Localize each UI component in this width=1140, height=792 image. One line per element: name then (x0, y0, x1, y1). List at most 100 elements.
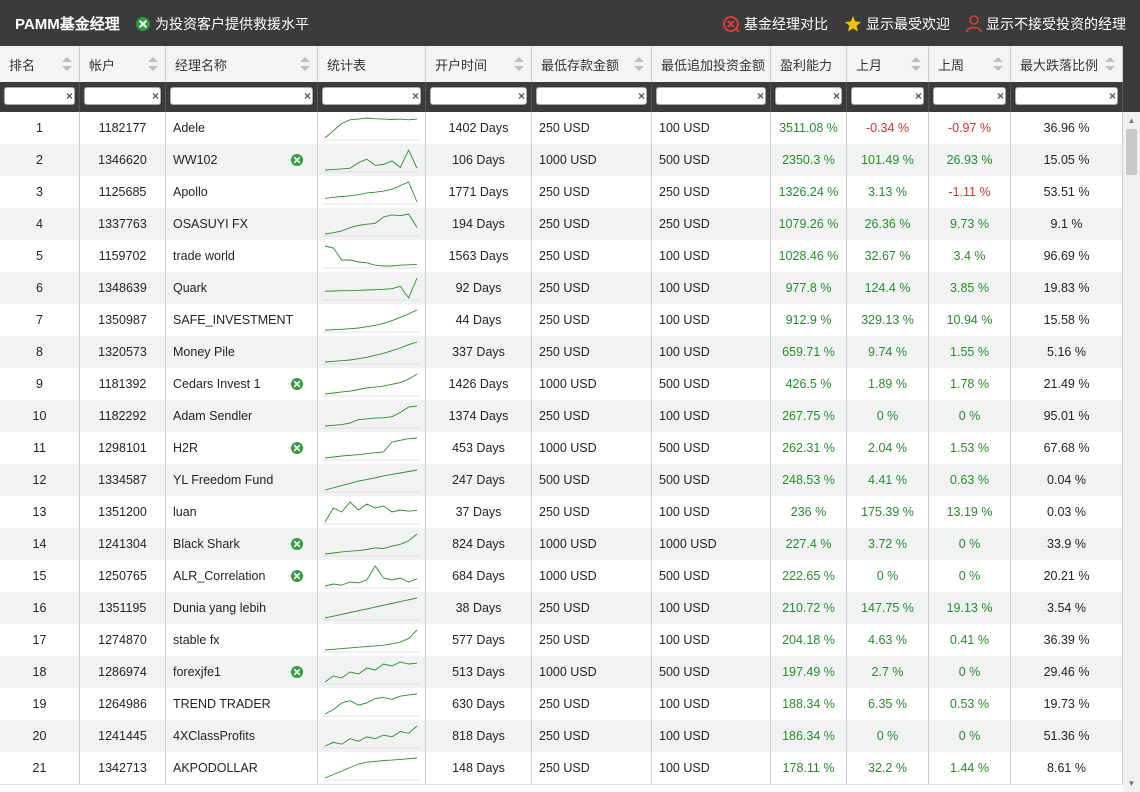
cell-chart[interactable] (318, 560, 426, 592)
column-header-max_drawdown[interactable]: 最大跌落比例 (1011, 46, 1123, 82)
table-row[interactable]: 10 1182292 Adam Sendler 1374 Days 250 USD 100… (0, 400, 1123, 433)
cell-name[interactable]: Quark (166, 272, 318, 304)
column-header-min_deposit[interactable]: 最低存款金额 (532, 46, 652, 82)
cell-chart[interactable] (318, 208, 426, 240)
cell-name[interactable]: Cedars Invest 1 (166, 368, 318, 400)
sort-arrows-icon[interactable] (634, 55, 644, 73)
cell-chart[interactable] (318, 496, 426, 528)
column-header-chart[interactable]: 统计表 (318, 46, 426, 82)
cell-name[interactable]: SAFE_INVESTMENT (166, 304, 318, 336)
table-row[interactable]: 4 1337763 OSASUYI FX 194 Days 250 USD 250 USD… (0, 208, 1123, 241)
cell-chart[interactable] (318, 368, 426, 400)
clear-filter-icon[interactable]: × (151, 89, 159, 103)
cell-name[interactable]: Apollo (166, 176, 318, 208)
scroll-down-arrow-icon[interactable]: ▼ (1127, 779, 1136, 788)
cell-name[interactable]: luan (166, 496, 318, 528)
show-popular-button[interactable]: 显示最受欢迎 (844, 14, 950, 34)
cell-chart[interactable] (318, 400, 426, 432)
cell-chart[interactable] (318, 304, 426, 336)
table-row[interactable]: 1 1182177 Adele 1402 Days 250 USD 100 USD 3511… (0, 112, 1123, 145)
filter-input-profit[interactable] (775, 87, 842, 105)
filter-input-min_add[interactable] (656, 87, 766, 105)
cell-chart[interactable] (318, 528, 426, 560)
cell-name[interactable]: TREND TRADER (166, 688, 318, 720)
sort-arrows-icon[interactable] (62, 55, 72, 73)
column-header-last_month[interactable]: 上月 (847, 46, 929, 82)
cell-chart[interactable] (318, 272, 426, 304)
cell-name[interactable]: AKPODOLLAR (166, 752, 318, 784)
table-row[interactable]: 3 1125685 Apollo 1771 Days 250 USD 250 USD 132… (0, 176, 1123, 209)
cell-name[interactable]: Adele (166, 112, 318, 144)
cell-chart[interactable] (318, 336, 426, 368)
table-row[interactable]: 14 1241304 Black Shark 824 Days 1000 USD 1000… (0, 528, 1123, 561)
cell-chart[interactable] (318, 144, 426, 176)
cell-chart[interactable] (318, 240, 426, 272)
cell-name[interactable]: OSASUYI FX (166, 208, 318, 240)
sort-arrows-icon[interactable] (1105, 55, 1115, 73)
table-row[interactable]: 19 1264986 TREND TRADER 630 Days 250 USD 100 … (0, 688, 1123, 721)
filter-input-max_drawdown[interactable] (1015, 87, 1118, 105)
sort-arrows-icon[interactable] (148, 55, 158, 73)
filter-input-chart[interactable] (322, 87, 421, 105)
clear-filter-icon[interactable]: × (517, 89, 525, 103)
table-row[interactable]: 9 1181392 Cedars Invest 1 1426 Days 1000 USD… (0, 368, 1123, 401)
clear-filter-icon[interactable]: × (637, 89, 645, 103)
table-row[interactable]: 2 1346620 WW102 106 Days 1000 USD 500 USD 2350… (0, 144, 1123, 177)
clear-filter-icon[interactable]: × (996, 89, 1004, 103)
table-row[interactable]: 18 1286974 forexjfe1 513 Days 1000 USD 500 US… (0, 656, 1123, 689)
cell-name[interactable]: ALR_Correlation (166, 560, 318, 592)
cell-name[interactable]: trade world (166, 240, 318, 272)
cell-chart[interactable] (318, 688, 426, 720)
clear-filter-icon[interactable]: × (303, 89, 311, 103)
cell-name[interactable]: forexjfe1 (166, 656, 318, 688)
column-header-account[interactable]: 帐户 (80, 46, 166, 82)
cell-name[interactable]: WW102 (166, 144, 318, 176)
table-row[interactable]: 11 1298101 H2R 453 Days 1000 USD 500 USD 262.3… (0, 432, 1123, 465)
table-row[interactable]: 16 1351195 Dunia yang lebih 38 Days 250 USD 1… (0, 592, 1123, 625)
cell-name[interactable]: Black Shark (166, 528, 318, 560)
table-row[interactable]: 8 1320573 Money Pile 337 Days 250 USD 100 USD… (0, 336, 1123, 369)
cell-chart[interactable] (318, 720, 426, 752)
column-header-last_week[interactable]: 上周 (929, 46, 1011, 82)
table-row[interactable]: 21 1342713 AKPODOLLAR 148 Days 250 USD 100 US… (0, 752, 1123, 785)
column-header-days[interactable]: 开户时间 (426, 46, 532, 82)
clear-filter-icon[interactable]: × (914, 89, 922, 103)
cell-chart[interactable] (318, 592, 426, 624)
table-row[interactable]: 13 1351200 luan 37 Days 250 USD 100 USD 236 % 1… (0, 496, 1123, 529)
cell-chart[interactable] (318, 624, 426, 656)
filter-input-last_week[interactable] (933, 87, 1006, 105)
cell-name[interactable]: Money Pile (166, 336, 318, 368)
column-header-profit[interactable]: 盈利能力 (771, 46, 847, 82)
table-row[interactable]: 7 1350987 SAFE_INVESTMENT 44 Days 250 USD 100… (0, 304, 1123, 337)
cell-name[interactable]: Dunia yang lebih (166, 592, 318, 624)
filter-input-name[interactable] (170, 87, 313, 105)
filter-input-rank[interactable] (4, 87, 75, 105)
clear-filter-icon[interactable]: × (65, 89, 73, 103)
table-row[interactable]: 17 1274870 stable fx 577 Days 250 USD 100 USD… (0, 624, 1123, 657)
show-closed-managers-button[interactable]: 显示不接受投资的经理 (966, 14, 1126, 34)
table-row[interactable]: 12 1334587 YL Freedom Fund 247 Days 500 USD 5… (0, 464, 1123, 497)
filter-input-min_deposit[interactable] (536, 87, 647, 105)
cell-name[interactable]: YL Freedom Fund (166, 464, 318, 496)
cell-name[interactable]: Adam Sendler (166, 400, 318, 432)
filter-input-account[interactable] (84, 87, 161, 105)
column-header-rank[interactable]: 排名 (0, 46, 80, 82)
cell-chart[interactable] (318, 464, 426, 496)
cell-chart[interactable] (318, 112, 426, 144)
sort-arrows-icon[interactable] (514, 55, 524, 73)
table-row[interactable]: 20 1241445 4XClassProfits 818 Days 250 USD 10… (0, 720, 1123, 753)
table-row[interactable]: 15 1250765 ALR_Correlation 684 Days 1000 USD… (0, 560, 1123, 593)
clear-filter-icon[interactable]: × (1108, 89, 1116, 103)
cell-chart[interactable] (318, 752, 426, 784)
scroll-thumb[interactable] (1126, 129, 1137, 175)
scroll-up-arrow-icon[interactable]: ▲ (1127, 116, 1136, 125)
cell-chart[interactable] (318, 432, 426, 464)
compare-managers-button[interactable]: 基金经理对比 (722, 14, 828, 34)
cell-name[interactable]: H2R (166, 432, 318, 464)
table-row[interactable]: 5 1159702 trade world 1563 Days 250 USD 100 U… (0, 240, 1123, 273)
cell-chart[interactable] (318, 176, 426, 208)
column-header-name[interactable]: 经理名称 (166, 46, 318, 82)
sort-arrows-icon[interactable] (911, 55, 921, 73)
cell-chart[interactable] (318, 656, 426, 688)
filter-input-last_month[interactable] (851, 87, 924, 105)
